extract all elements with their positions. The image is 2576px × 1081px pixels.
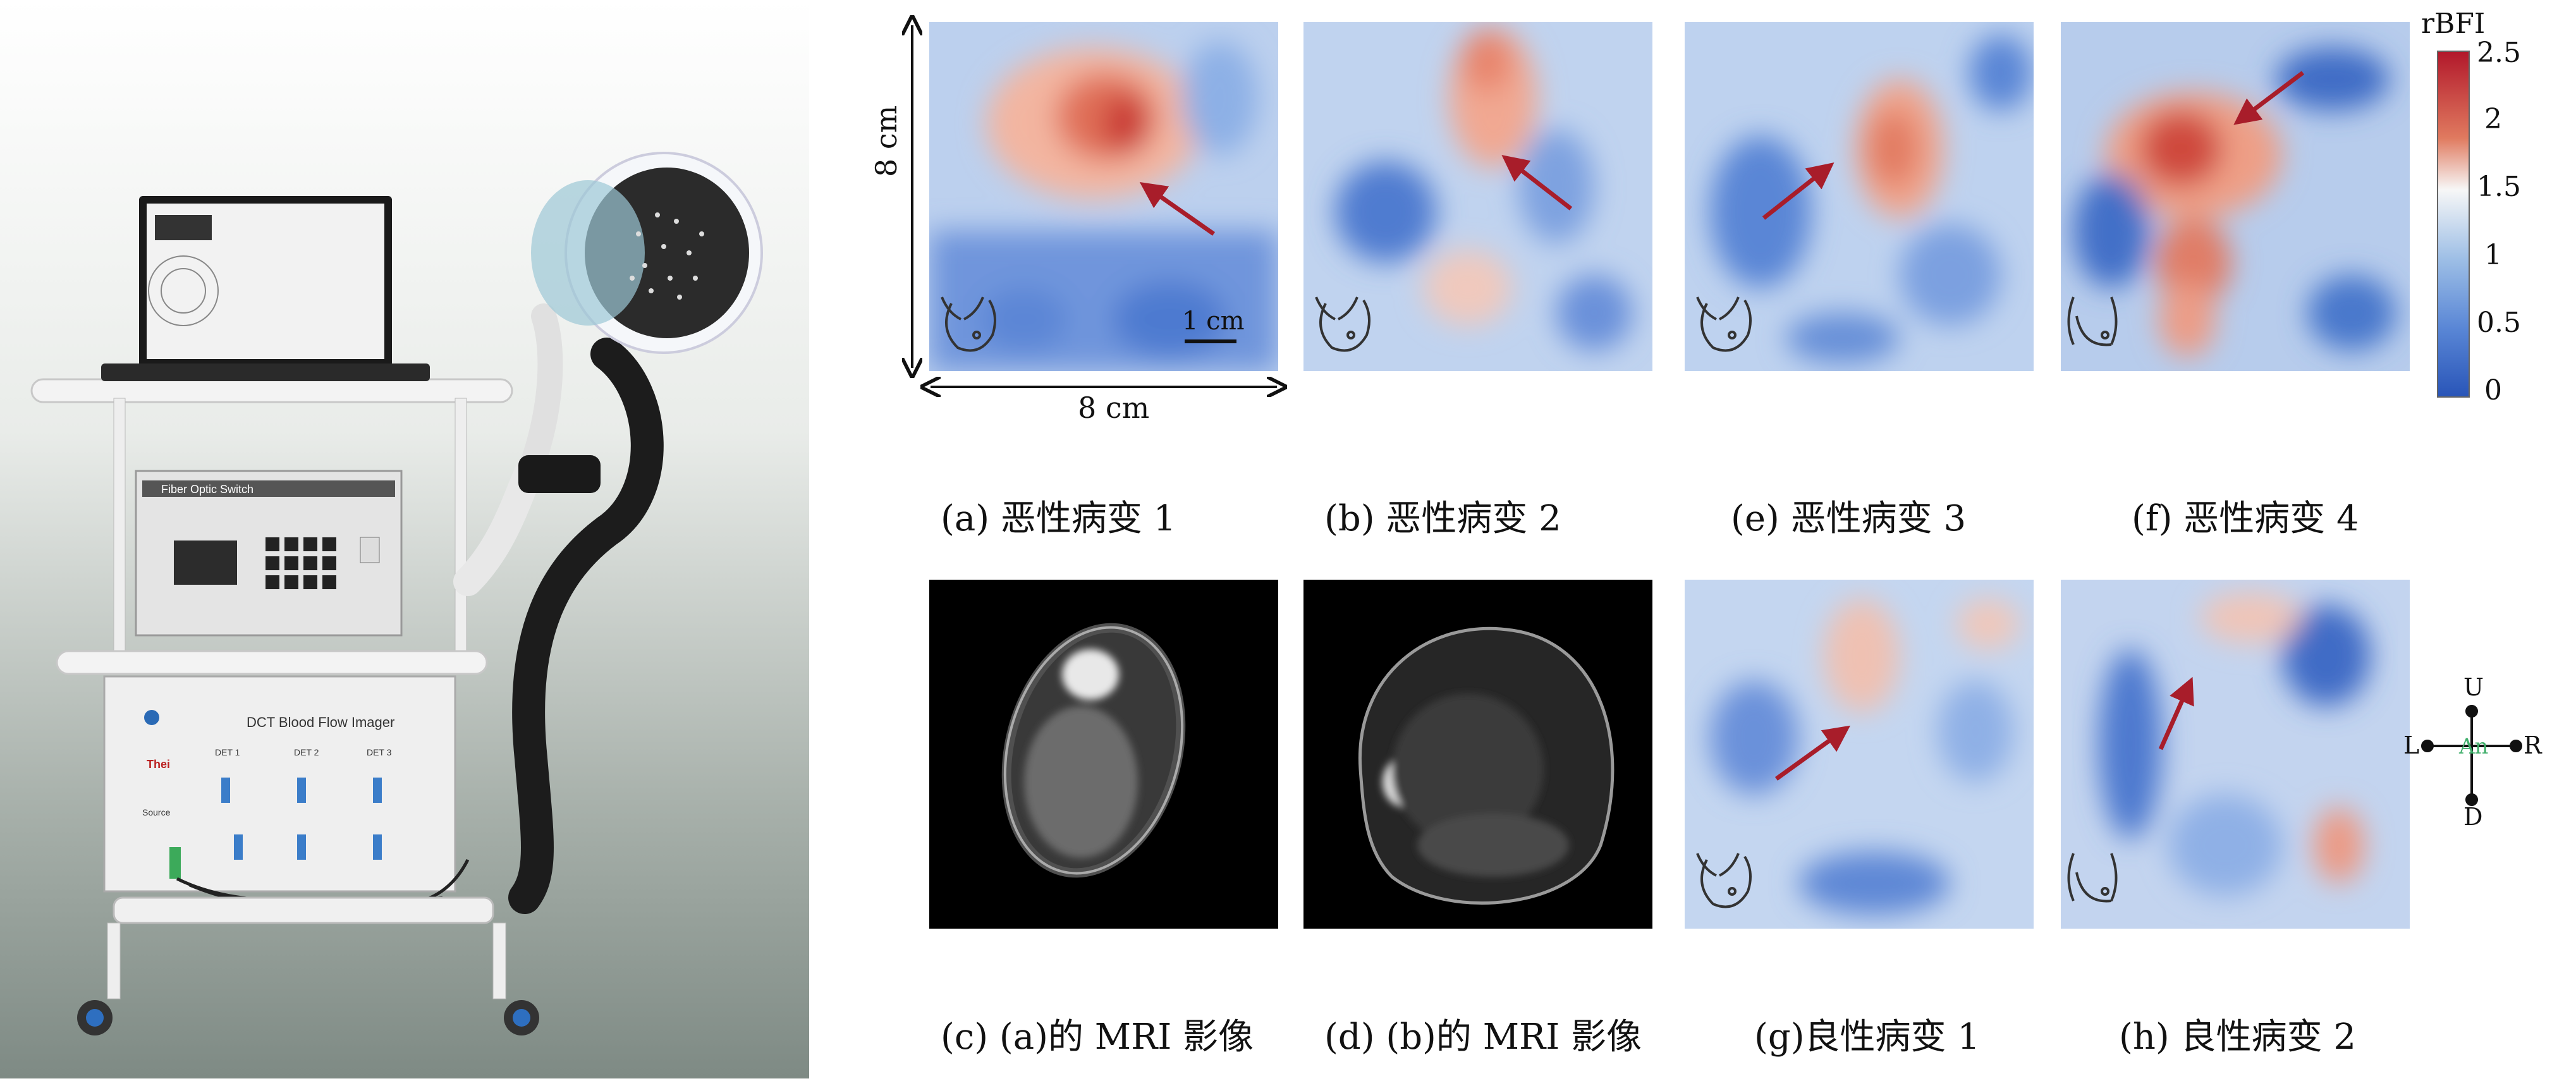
annotation-overlay: U D L R An [809,0,2542,908]
heatmap-a-image [929,22,1278,371]
heatmap-panel-h [2061,580,2410,929]
colorbar-title: rBFI [2421,8,2486,40]
colorbar [2437,51,2470,398]
mri-panel-c [929,580,1278,929]
red-arrow-h [2158,676,2194,750]
heatmap-g-image [1685,580,2034,929]
caption-a: (a) 恶性病变 1 [941,498,1176,539]
colorbar-tick-2: 2 [2484,103,2502,135]
orient-down: D [2463,803,2482,831]
mri-d-image [1358,626,1615,905]
breast-icon-h [2067,853,2118,903]
caption-e: (e) 恶性病变 3 [1731,498,1967,539]
scale-bar-label: 1 cm [1182,307,1245,336]
caption-d: (d) (b)的 MRI 影像 [1324,1017,1642,1058]
heatmap-b-image [1303,22,1652,371]
height-dimension-label: 8 cm [869,105,903,177]
heatmap-panel-a [929,22,1278,371]
colorbar-tick-0-5: 0.5 [2477,307,2521,339]
caption-c: (c) (a)的 MRI 影像 [941,1017,1254,1058]
det-1-label: DET 1 [215,747,240,757]
breast-icon-g [1696,853,1752,908]
caption-f: (f) 恶性病变 4 [2132,498,2359,539]
heatmap-e-image [1685,22,2034,371]
orient-right: R [2524,731,2542,759]
width-dimension-label: 8 cm [1078,391,1150,425]
colorbar-tick-0: 0 [2484,374,2502,406]
heatmap-panel-g [1685,580,2034,929]
breast-icon-a [941,296,996,352]
breast-icon-b [1315,296,1370,352]
source-label: Source [142,807,171,817]
red-arrow-b [1501,155,1573,211]
colorbar-tick-2-5: 2.5 [2477,37,2521,69]
device-photo: Fiber Optic Switch DCT Blood Flow Imager… [0,0,809,1078]
heatmap-panel-b [1303,22,1652,371]
orient-center: An [2458,734,2488,759]
det-3-label: DET 3 [367,747,392,757]
device-illustration: Fiber Optic Switch DCT Blood Flow Imager… [30,152,763,1035]
heatmap-f-image [2061,22,2410,371]
heatmap-panel-f [2061,22,2410,371]
caption-h: (h) 良性病变 2 [2119,1017,2356,1058]
red-arrow-a [1139,181,1216,236]
orient-up: U [2463,673,2484,701]
caption-b: (b) 恶性病变 2 [1324,498,1561,539]
heatmap-h-image [2061,580,2410,929]
red-arrow-f [2233,71,2305,125]
brand-label: Thei [147,758,170,771]
imager-label: DCT Blood Flow Imager [247,714,394,730]
switch-label: Fiber Optic Switch [161,483,253,496]
colorbar-tick-1-5: 1.5 [2477,171,2521,203]
mri-c-image [1001,623,1186,878]
det-2-label: DET 2 [294,747,319,757]
red-arrow-g [1774,725,1851,781]
caption-g: (g)良性病变 1 [1754,1017,1980,1058]
orient-left: L [2403,731,2419,759]
colorbar-tick-1: 1 [2484,239,2502,271]
breast-icon-e [1696,296,1752,352]
mri-panel-d [1303,580,1652,929]
heatmap-panel-e [1685,22,2034,371]
red-arrow-e [1762,162,1834,220]
breast-icon-f [2067,296,2118,346]
orientation-compass [2421,705,2522,806]
